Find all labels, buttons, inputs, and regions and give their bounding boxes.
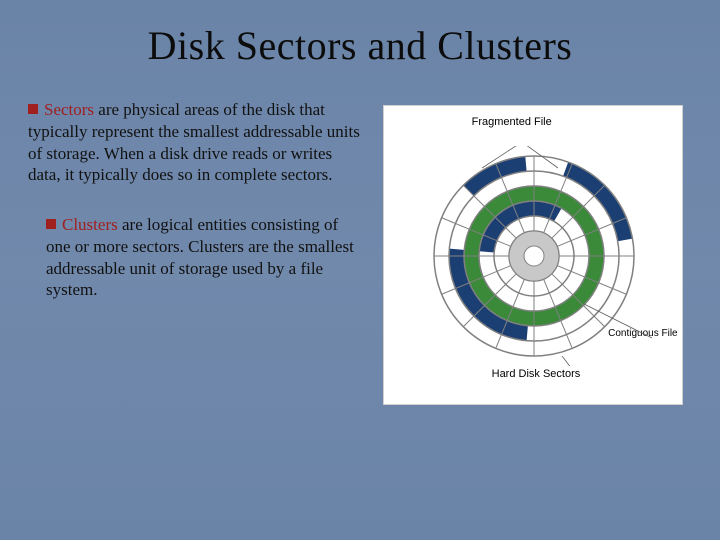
bullet-square-icon — [28, 104, 38, 114]
bullet-2: Clusters are logical entities consisting… — [46, 214, 361, 301]
disk-diagram-svg — [406, 146, 662, 366]
figure-column: Fragmented File Contiguous File Hard Dis… — [373, 99, 692, 405]
text-column: Sectors are physical areas of the disk t… — [28, 99, 373, 405]
bullet-1: Sectors are physical areas of the disk t… — [28, 99, 361, 186]
bullet-square-icon — [46, 219, 56, 229]
label-fragmented-file: Fragmented File — [472, 116, 552, 128]
term-clusters: Clusters — [62, 215, 118, 234]
label-hard-disk-sectors: Hard Disk Sectors — [492, 368, 581, 380]
content-row: Sectors are physical areas of the disk t… — [0, 69, 720, 405]
disk-figure: Fragmented File Contiguous File Hard Dis… — [383, 105, 683, 405]
term-sectors: Sectors — [44, 100, 94, 119]
slide-title: Disk Sectors and Clusters — [0, 0, 720, 69]
slide: Disk Sectors and Clusters Sectors are ph… — [0, 0, 720, 540]
